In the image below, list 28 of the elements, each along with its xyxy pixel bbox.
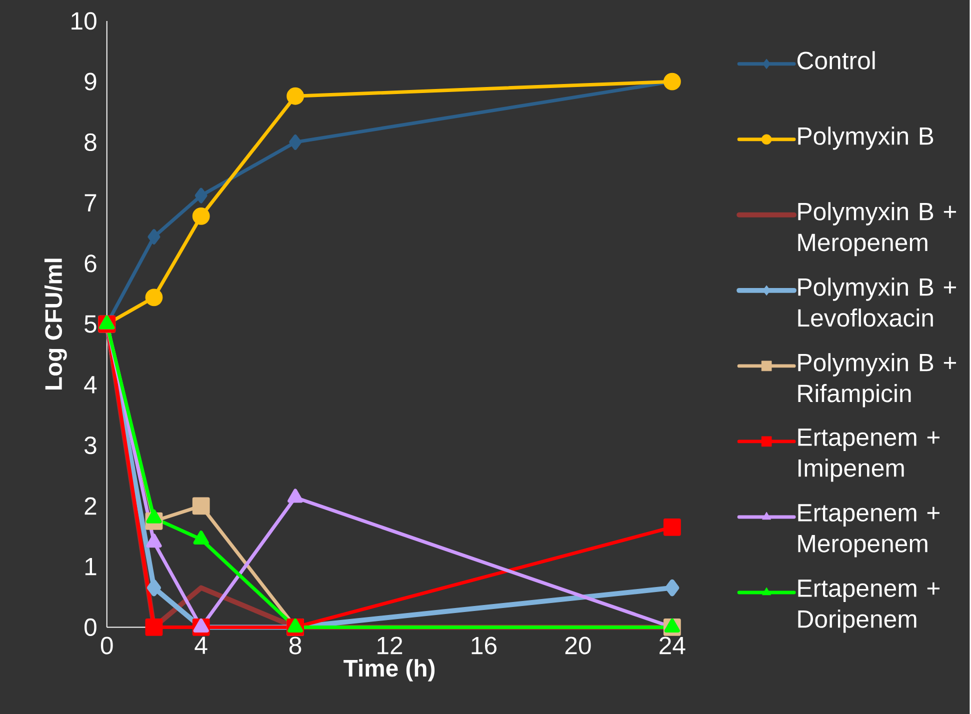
y-tick-label: 2 bbox=[84, 497, 96, 515]
y-tick-label: 5 bbox=[84, 315, 96, 333]
x-tick-label: 0 bbox=[100, 636, 113, 654]
y-tick-label: 8 bbox=[84, 133, 96, 151]
legend-label: Polymyxin B + Meropenem bbox=[798, 202, 956, 256]
legend-label: Polymyxin B + Levofloxacin bbox=[798, 278, 956, 327]
x-tick-label: 16 bbox=[472, 636, 496, 654]
y-tick-label: 7 bbox=[84, 194, 96, 212]
y-tick-label: 9 bbox=[84, 72, 96, 90]
y-tick-label: 0 bbox=[84, 618, 96, 636]
x-tick-label: 24 bbox=[660, 636, 686, 654]
x-axis-title: Time (h) bbox=[344, 659, 435, 682]
y-tick-label: 4 bbox=[84, 376, 97, 394]
y-tick-label: 10 bbox=[72, 12, 96, 30]
legend-label: Polymyxin B bbox=[798, 126, 934, 150]
legend-label: Ertapenem + Imipenem bbox=[798, 428, 940, 482]
legend-label: Control bbox=[797, 51, 875, 70]
x-tick-label: 20 bbox=[565, 636, 591, 654]
legend-label: Polymyxin B + Rifampicin bbox=[798, 353, 956, 408]
y-tick-label: 3 bbox=[84, 436, 96, 454]
legend-label: Ertapenem + Doripenem bbox=[798, 580, 940, 633]
x-tick-label: 4 bbox=[194, 636, 208, 654]
y-tick-label: 6 bbox=[84, 254, 96, 272]
x-tick-label: 8 bbox=[289, 636, 302, 654]
x-tick-label: 12 bbox=[378, 636, 402, 654]
legend-label: Ertapenem + Meropenem bbox=[798, 504, 940, 558]
y-axis-title: Log CFU/ml bbox=[44, 258, 67, 390]
y-tick-label: 1 bbox=[85, 558, 96, 576]
